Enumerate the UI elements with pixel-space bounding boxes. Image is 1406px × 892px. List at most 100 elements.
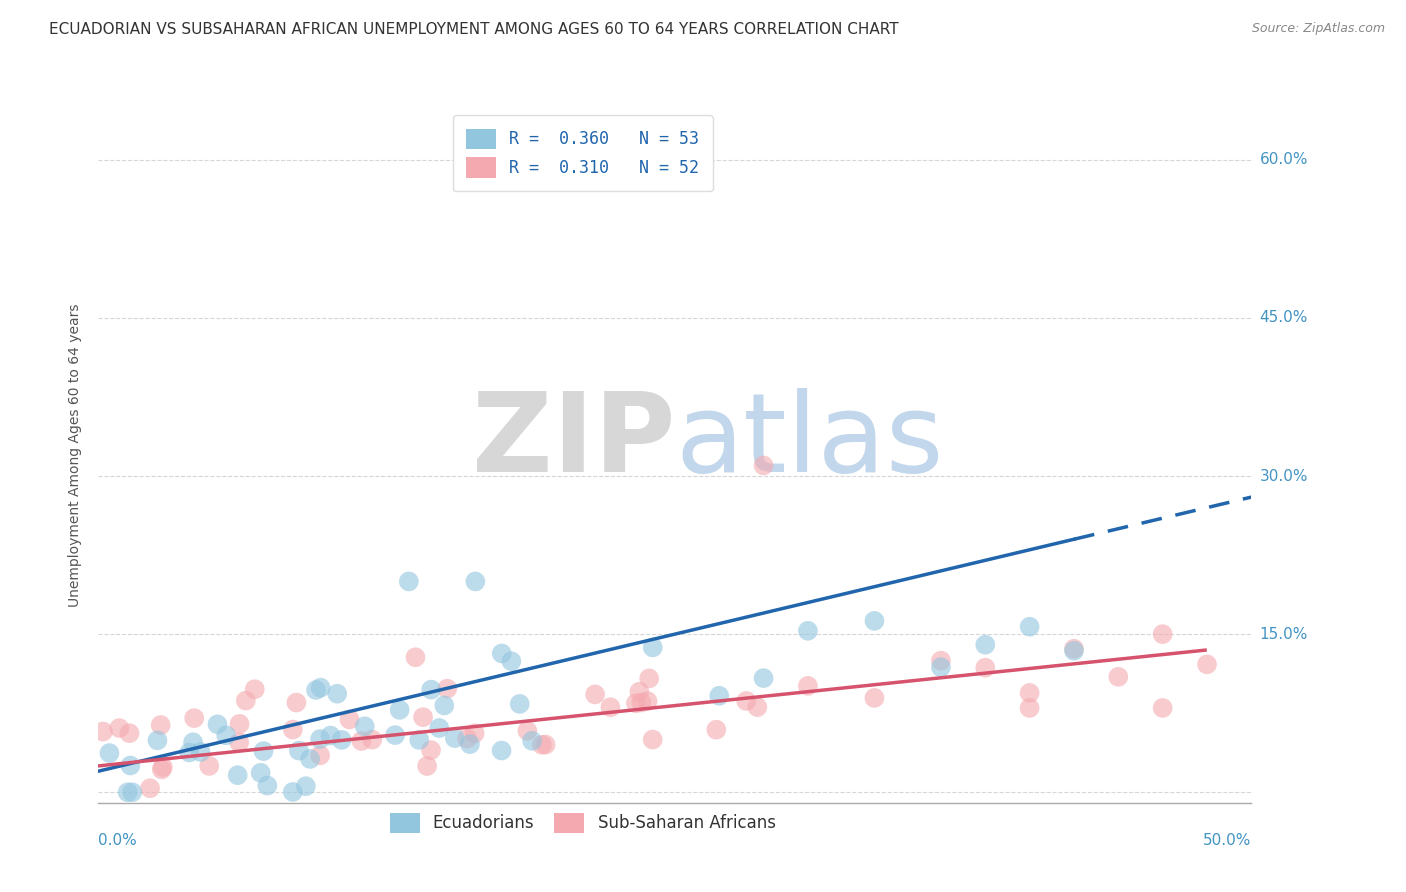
Point — [863, 690, 886, 705]
Point — [628, 684, 651, 698]
Point — [91, 724, 114, 739]
Point — [384, 728, 406, 742]
Text: 0.0%: 0.0% — [98, 833, 138, 848]
Point — [797, 624, 820, 638]
Point — [464, 574, 486, 589]
Point — [108, 721, 131, 735]
Point — [638, 672, 661, 686]
Point — [1107, 670, 1129, 684]
Point — [491, 647, 513, 661]
Point — [1063, 641, 1085, 656]
Point — [183, 711, 205, 725]
Legend: Ecuadorians, Sub-Saharan Africans: Ecuadorians, Sub-Saharan Africans — [382, 806, 783, 839]
Point — [464, 726, 486, 740]
Point — [433, 698, 456, 713]
Point — [288, 744, 311, 758]
Point — [235, 693, 257, 707]
Point — [120, 758, 142, 772]
Text: 15.0%: 15.0% — [1260, 627, 1308, 641]
Point — [624, 696, 647, 710]
Point — [1152, 701, 1174, 715]
Point — [228, 717, 250, 731]
Point — [630, 696, 652, 710]
Point — [281, 785, 304, 799]
Point — [501, 654, 523, 668]
Point — [974, 638, 997, 652]
Point — [583, 687, 606, 701]
Point — [98, 746, 121, 760]
Text: ZIP: ZIP — [471, 387, 675, 494]
Y-axis label: Unemployment Among Ages 60 to 64 years: Unemployment Among Ages 60 to 64 years — [69, 303, 83, 607]
Point — [121, 785, 143, 799]
Point — [361, 732, 384, 747]
Point — [443, 731, 465, 745]
Point — [456, 731, 478, 746]
Point — [150, 763, 173, 777]
Point — [118, 726, 141, 740]
Point — [416, 759, 439, 773]
Point — [243, 682, 266, 697]
Point — [179, 746, 201, 760]
Point — [709, 689, 731, 703]
Point — [198, 759, 221, 773]
Point — [427, 721, 450, 735]
Point — [305, 683, 328, 698]
Point — [330, 732, 353, 747]
Point — [641, 732, 664, 747]
Point — [974, 661, 997, 675]
Point — [350, 734, 373, 748]
Point — [641, 640, 664, 655]
Point — [1195, 657, 1218, 672]
Point — [530, 738, 553, 752]
Point — [520, 734, 543, 748]
Text: 45.0%: 45.0% — [1260, 310, 1308, 326]
Point — [181, 735, 204, 749]
Text: Source: ZipAtlas.com: Source: ZipAtlas.com — [1251, 22, 1385, 36]
Point — [152, 760, 174, 774]
Point — [752, 671, 775, 685]
Point — [309, 732, 332, 747]
Point — [929, 660, 952, 674]
Point — [295, 779, 318, 793]
Point — [509, 697, 531, 711]
Point — [353, 719, 375, 733]
Point — [797, 679, 820, 693]
Text: atlas: atlas — [675, 387, 943, 494]
Point — [420, 743, 443, 757]
Point — [215, 728, 238, 742]
Point — [747, 700, 769, 714]
Point — [388, 703, 411, 717]
Point — [339, 712, 361, 726]
Point — [929, 654, 952, 668]
Point — [420, 682, 443, 697]
Point — [534, 738, 557, 752]
Point — [436, 681, 458, 696]
Point — [599, 700, 621, 714]
Point — [1018, 701, 1040, 715]
Point — [139, 781, 162, 796]
Point — [226, 768, 249, 782]
Point — [117, 785, 139, 799]
Point — [752, 458, 775, 473]
Point — [408, 733, 430, 747]
Text: ECUADORIAN VS SUBSAHARAN AFRICAN UNEMPLOYMENT AMONG AGES 60 TO 64 YEARS CORRELAT: ECUADORIAN VS SUBSAHARAN AFRICAN UNEMPLO… — [49, 22, 898, 37]
Point — [228, 735, 250, 749]
Point — [735, 694, 758, 708]
Point — [146, 733, 169, 747]
Point — [190, 745, 212, 759]
Point — [249, 765, 271, 780]
Point — [398, 574, 420, 589]
Point — [281, 723, 304, 737]
Point — [309, 748, 332, 763]
Point — [299, 752, 322, 766]
Point — [309, 681, 332, 695]
Point — [704, 723, 727, 737]
Point — [285, 696, 308, 710]
Point — [1018, 686, 1040, 700]
Point — [207, 717, 229, 731]
Text: 60.0%: 60.0% — [1260, 153, 1308, 167]
Point — [1018, 620, 1040, 634]
Point — [1152, 627, 1174, 641]
Point — [1063, 644, 1085, 658]
Point — [516, 723, 538, 738]
